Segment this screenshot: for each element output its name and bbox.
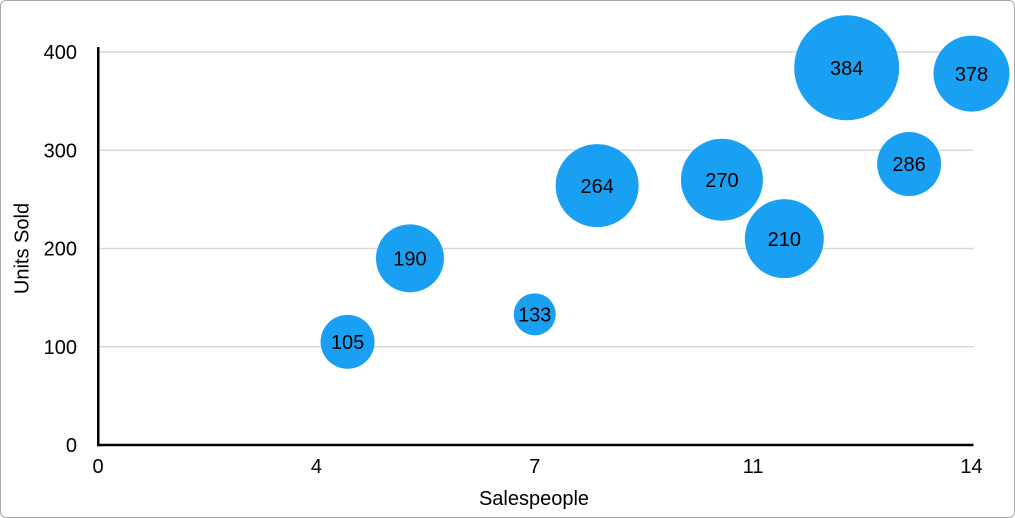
bubble-190 (375, 224, 444, 293)
bubble-value-label: 133 (518, 305, 551, 327)
y-tick-label-0: 0 (66, 435, 77, 457)
bubble-384 (794, 15, 900, 121)
y-tick-label-400: 400 (44, 42, 77, 64)
bubbles: 105 190 133 264 270 210 384 286 378 (320, 15, 1010, 369)
bubble-264 (555, 144, 639, 228)
y-tick-label-300: 300 (44, 140, 77, 162)
x-tick-label-4: 4 (311, 456, 322, 478)
y-tick-label-200: 200 (44, 239, 77, 261)
bubble-value-label: 378 (955, 64, 988, 86)
x-tick-label-11: 11 (743, 456, 764, 478)
bubble-value-label: 190 (393, 249, 426, 271)
bubble-value-label: 264 (580, 176, 613, 198)
bubble-value-label: 286 (892, 154, 925, 176)
x-tick-label-0: 0 (92, 456, 103, 478)
bubble-210 (744, 199, 824, 279)
x-tick-label-14: 14 (960, 456, 982, 478)
bubble-value-label: 105 (331, 332, 364, 354)
x-axis-title: Salespeople (479, 488, 589, 510)
bubble-value-label: 384 (830, 58, 863, 80)
bubble-286 (877, 132, 942, 197)
y-axis-title: Units Sold (12, 203, 34, 294)
bubble-value-label: 210 (768, 229, 801, 251)
bubble-378 (933, 35, 1010, 112)
bubble-133 (513, 293, 556, 336)
x-tick-label-7: 7 (529, 456, 540, 478)
bubble-105 (320, 314, 375, 369)
y-tick-label-100: 100 (44, 337, 77, 359)
tick-labels: 0 100 200 300 400 0 4 7 11 14 (44, 42, 983, 478)
bubble-value-label: 270 (705, 170, 738, 192)
axes (97, 47, 974, 447)
bubble-270 (680, 138, 763, 221)
